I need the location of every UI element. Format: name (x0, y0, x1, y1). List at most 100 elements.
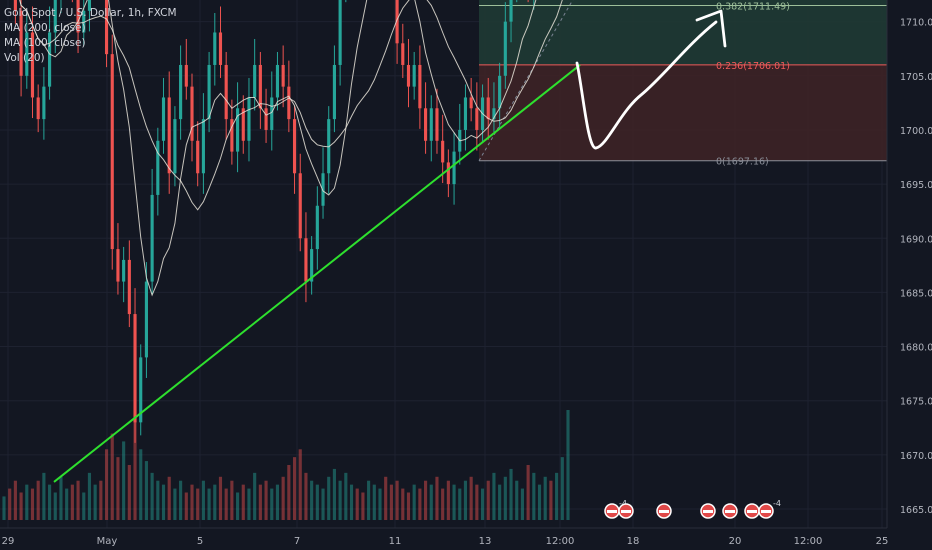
candle-body (298, 173, 302, 239)
calendar-event-icon (618, 503, 634, 519)
time-tick-label: 29 (2, 536, 15, 547)
candle-body (253, 64, 257, 98)
candle-body (133, 314, 137, 423)
time-tick-label: 18 (627, 536, 640, 547)
candle-body (469, 97, 473, 109)
candle-body (424, 108, 428, 141)
candle-body (19, 10, 23, 76)
volume-bar (566, 410, 570, 520)
volume-bar (48, 484, 52, 520)
candle-body (207, 64, 211, 120)
time-axis-bg (0, 528, 932, 550)
volume-bar (498, 484, 502, 520)
volume-bar (560, 457, 564, 520)
volume-bar (292, 457, 297, 520)
volume-bar (338, 480, 342, 520)
volume-bar (520, 488, 524, 520)
volume-bar (190, 484, 194, 520)
fib-zone (479, 0, 887, 6)
legend-symbol[interactable]: Gold Spot / U.S. Dollar, 1h, FXCM (4, 7, 177, 19)
candle-body (452, 151, 456, 185)
volume-bar (406, 492, 411, 520)
fib-level-label: 0(1697.16) (716, 157, 769, 168)
candle-body (161, 97, 166, 141)
volume-bar (36, 480, 40, 520)
price-axis-bg (887, 0, 932, 550)
volume-bar (281, 476, 285, 520)
event-flag-stripe (659, 510, 669, 513)
candle-body (258, 64, 262, 109)
volume-bar (156, 480, 160, 520)
volume-bar (361, 492, 365, 520)
volume-bar (304, 472, 308, 520)
candle-body (338, 0, 342, 65)
time-tick-label: 25 (876, 536, 889, 547)
volume-bar (70, 484, 74, 520)
candle-body (104, 0, 109, 55)
legend-ma200[interactable]: MA (200, close) (4, 22, 86, 34)
candle-body (315, 205, 319, 250)
candle-body (36, 97, 40, 120)
legend-vol[interactable]: Vol (20) (4, 52, 45, 64)
candle-body (264, 108, 268, 130)
volume-bar (475, 484, 479, 520)
calendar-event-icon: -4 (758, 499, 781, 519)
time-tick-label: 7 (294, 536, 300, 547)
candle-body (173, 119, 177, 174)
volume-bar (76, 480, 80, 520)
candle-body (48, 32, 52, 87)
volume-bar (207, 488, 211, 520)
volume-bar (218, 476, 223, 520)
candle-body (281, 64, 285, 87)
volume-bar (13, 480, 17, 520)
candle-body (82, 10, 86, 33)
candle-body (475, 108, 479, 130)
candle-body (435, 108, 439, 141)
volume-bar (327, 476, 331, 520)
candle-body (401, 43, 405, 65)
volume-bar (201, 480, 205, 520)
volume-bar (30, 488, 35, 520)
ma-100-line (19, 0, 537, 297)
candle-body (492, 108, 496, 120)
candle-body (429, 108, 433, 141)
candle-body (509, 0, 513, 22)
fib-trend-line (478, 0, 574, 161)
volume-bar (355, 488, 359, 520)
price-tick-label: 1710.00 (900, 18, 932, 29)
price-tick-label: 1665.00 (900, 505, 932, 516)
volume-bar (537, 484, 542, 520)
event-flag-stripe (621, 510, 631, 513)
candle-body (196, 140, 200, 174)
volume-bar (236, 492, 240, 520)
time-tick-label: May (97, 536, 118, 547)
time-tick-label: 20 (729, 536, 742, 547)
time-tick-label: 13 (479, 536, 492, 547)
candle-body (327, 119, 331, 174)
volume-bar (167, 476, 171, 520)
volume-bar (150, 472, 154, 520)
volume-bar (441, 488, 445, 520)
candle-body (287, 86, 291, 120)
price-tick-label: 1670.00 (900, 451, 932, 462)
volume-bar (230, 480, 234, 520)
candle-body (30, 32, 35, 98)
volume-bar (509, 468, 513, 520)
volume-bar (372, 484, 376, 520)
candle-body (167, 97, 171, 174)
volume-bar (247, 488, 251, 520)
calendar-event-icon (744, 503, 760, 519)
event-flag-stripe (761, 510, 771, 513)
volume-bar (310, 480, 314, 520)
legend-ma100[interactable]: MA (100, close) (4, 37, 86, 49)
candle-body (179, 64, 183, 120)
volume-bar (253, 472, 257, 520)
candle-body (463, 97, 468, 130)
volume-bar (435, 476, 439, 520)
volume-bar (133, 421, 137, 520)
volume-bar (332, 468, 336, 520)
candle-body (275, 64, 280, 98)
volume-bar (179, 480, 183, 520)
candle-body (87, 0, 92, 11)
